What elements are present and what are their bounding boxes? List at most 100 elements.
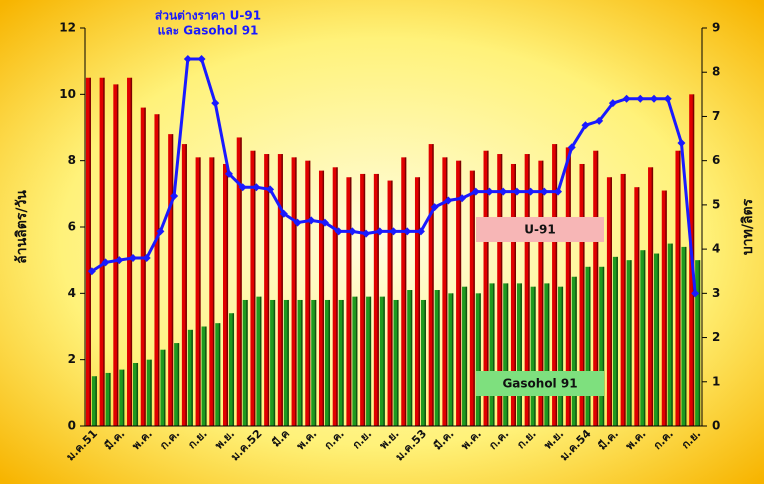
bar-shade [424, 299, 426, 426]
bar-shade [391, 180, 393, 426]
bar [620, 173, 626, 426]
bar-shade [438, 290, 440, 426]
bar [160, 349, 166, 426]
bar [544, 283, 550, 426]
line-marker [663, 94, 672, 103]
line-marker [238, 183, 247, 192]
bar-shade [602, 266, 605, 426]
line-marker [512, 187, 521, 196]
bar [146, 359, 152, 426]
bar-shade [685, 246, 687, 426]
line-marker [279, 209, 288, 218]
bar [119, 369, 125, 426]
bar-shade [212, 157, 215, 426]
line-label: และ Gasohol 91 [158, 24, 259, 38]
bar [360, 173, 366, 426]
bar [606, 177, 612, 426]
bar [99, 77, 105, 426]
bar-shade [465, 286, 468, 426]
bar [297, 299, 303, 426]
bar [667, 243, 673, 426]
line-marker [677, 138, 686, 147]
line-marker [266, 185, 275, 194]
bar-shade [528, 154, 530, 427]
bar [661, 190, 667, 426]
bar-shade [541, 160, 544, 426]
bar-shade [479, 293, 481, 426]
bar-shade [624, 173, 626, 426]
bar [579, 163, 585, 426]
y-tick-label: 10 [59, 87, 76, 101]
bar [503, 283, 509, 426]
bar-shade [246, 299, 248, 426]
bar-shade [671, 243, 673, 426]
line-marker [183, 54, 192, 63]
bar [393, 299, 399, 426]
bar-shade [328, 299, 331, 426]
bar-shade [643, 250, 646, 426]
bar [599, 266, 605, 426]
bar-shade [342, 299, 344, 426]
bar [414, 177, 421, 426]
bar-shade [459, 160, 462, 426]
line-marker [128, 253, 137, 262]
y2-tick-label: 3 [712, 286, 720, 300]
line-marker [252, 183, 261, 192]
bar-shade [281, 154, 283, 427]
legend-box [476, 371, 604, 396]
y2-tick-label: 8 [712, 65, 720, 79]
bar-shade [520, 283, 522, 426]
bar [469, 170, 475, 426]
y2-tick-label: 9 [712, 21, 720, 35]
bar-shade [432, 144, 434, 427]
bar-shade [240, 137, 242, 426]
bar [85, 77, 91, 426]
bar [113, 84, 119, 426]
bar [223, 163, 229, 426]
bar [640, 250, 646, 426]
bar [681, 246, 687, 426]
bar [277, 154, 283, 427]
bar [387, 180, 393, 426]
y2-tick-label: 5 [712, 197, 720, 211]
bar-shade [679, 150, 681, 426]
y2-tick-label: 7 [712, 109, 720, 123]
y2-tick-label: 2 [712, 330, 720, 344]
bar [201, 326, 207, 426]
line-marker [334, 227, 343, 236]
bar [256, 296, 262, 426]
line-marker [403, 227, 412, 236]
bar-shade [630, 260, 632, 426]
bar [695, 260, 701, 426]
bar [91, 376, 97, 426]
line-marker [87, 267, 96, 276]
bar-shade [445, 157, 448, 426]
bar-shade [287, 299, 289, 426]
y2-axis-label: บาท/ลิตร [740, 198, 756, 255]
line-marker [650, 94, 659, 103]
bar-shade [185, 144, 187, 427]
bar [538, 160, 544, 426]
legend-label: Gasohol 91 [502, 377, 577, 391]
bar-shade [336, 167, 338, 427]
line-marker [211, 99, 220, 108]
bar-shade [103, 77, 105, 426]
bar-shade [610, 177, 612, 426]
bar-shade [363, 173, 366, 426]
y2-tick-label: 0 [712, 419, 720, 433]
bar [215, 323, 221, 426]
bar [228, 313, 235, 426]
line-marker [389, 227, 398, 236]
bar-shade [171, 134, 174, 426]
bar [571, 276, 577, 426]
bar-shade [616, 256, 618, 426]
line-marker [595, 116, 604, 125]
bar [270, 299, 276, 426]
line-marker [444, 196, 453, 205]
bar-shade [534, 286, 536, 426]
bar-shade [596, 150, 599, 426]
bar [530, 286, 536, 426]
bar-shade [589, 266, 591, 426]
line-marker [293, 218, 302, 227]
bar [305, 160, 311, 426]
